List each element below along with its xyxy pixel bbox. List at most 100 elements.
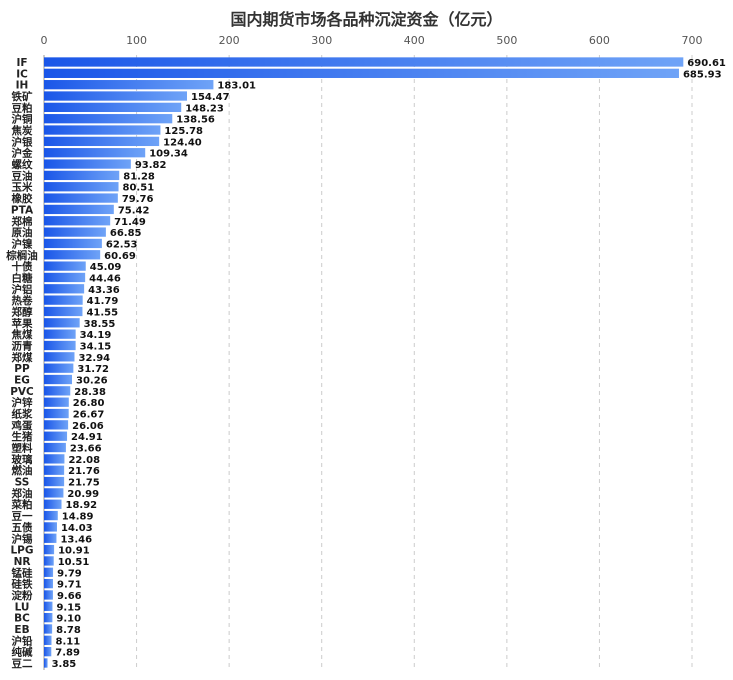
bar bbox=[44, 601, 53, 611]
bar bbox=[44, 590, 53, 600]
value-label: 32.94 bbox=[78, 353, 110, 364]
bar bbox=[44, 544, 55, 555]
bar bbox=[44, 488, 64, 498]
value-label: 30.26 bbox=[76, 376, 108, 387]
bar bbox=[44, 658, 48, 668]
bars bbox=[44, 57, 684, 668]
x-tick-label: 500 bbox=[496, 34, 517, 47]
category-label: 郑棉 bbox=[12, 215, 33, 228]
category-label: 沪铅 bbox=[12, 634, 33, 647]
bar bbox=[44, 159, 131, 169]
x-tick-label: 700 bbox=[682, 34, 703, 47]
bar bbox=[44, 578, 53, 589]
value-label: 20.99 bbox=[67, 489, 99, 500]
value-label: 60.69 bbox=[104, 251, 136, 262]
value-label: 14.03 bbox=[61, 523, 93, 534]
category-label: 豆粕 bbox=[12, 101, 33, 114]
bar bbox=[44, 567, 54, 577]
value-label: 9.66 bbox=[57, 591, 82, 602]
bar bbox=[44, 397, 69, 407]
category-label: IF bbox=[16, 57, 27, 69]
bar bbox=[44, 442, 66, 453]
category-label: 五债 bbox=[12, 521, 33, 534]
bar bbox=[44, 306, 83, 317]
category-label: 焦煤 bbox=[11, 328, 33, 341]
chart-title: 国内期货市场各品种沉淀资金（亿元） bbox=[230, 10, 503, 29]
bar bbox=[44, 57, 684, 67]
bar bbox=[44, 533, 57, 543]
value-label: 109.34 bbox=[149, 149, 188, 160]
category-label: 沪银 bbox=[12, 135, 33, 148]
category-label: 纯碱 bbox=[12, 646, 33, 659]
category-label: PVC bbox=[10, 386, 34, 398]
value-label: 26.67 bbox=[73, 410, 105, 421]
bar bbox=[44, 454, 65, 464]
x-tick-label: 0 bbox=[41, 34, 48, 47]
bar bbox=[44, 624, 53, 634]
value-label: 125.78 bbox=[164, 126, 203, 137]
bar bbox=[44, 420, 69, 430]
value-label: 26.80 bbox=[73, 398, 105, 409]
category-label: 铁矿 bbox=[12, 90, 33, 103]
value-label: 28.38 bbox=[74, 387, 106, 398]
value-label: 31.72 bbox=[77, 364, 109, 375]
category-label: 沥青 bbox=[12, 339, 33, 352]
value-label: 21.75 bbox=[68, 478, 100, 489]
bar bbox=[44, 91, 187, 101]
value-label: 10.91 bbox=[58, 546, 90, 557]
value-label: 34.15 bbox=[80, 341, 112, 352]
bar bbox=[44, 284, 85, 294]
category-label: 淀粉 bbox=[12, 589, 33, 602]
value-label: 9.79 bbox=[57, 568, 82, 579]
value-label: 79.76 bbox=[122, 194, 154, 205]
bar bbox=[44, 68, 679, 78]
x-tick-label: 100 bbox=[126, 34, 147, 47]
category-label: 纸浆 bbox=[12, 408, 33, 421]
value-label: 7.89 bbox=[55, 648, 80, 659]
category-label: 螺纹 bbox=[12, 158, 33, 171]
bar bbox=[44, 80, 214, 90]
value-label: 183.01 bbox=[217, 81, 256, 92]
bar bbox=[44, 216, 111, 226]
value-label: 138.56 bbox=[176, 115, 215, 126]
category-label: 苹果 bbox=[12, 317, 33, 330]
category-label: 原油 bbox=[12, 226, 33, 239]
value-label: 154.47 bbox=[191, 92, 230, 103]
value-label: 41.79 bbox=[87, 296, 119, 307]
category-label: 焦炭 bbox=[11, 124, 33, 137]
category-label: LPG bbox=[10, 545, 33, 557]
category-label: 郑醇 bbox=[12, 305, 33, 318]
value-label: 22.08 bbox=[68, 455, 100, 466]
bar bbox=[44, 476, 65, 487]
value-label: 9.71 bbox=[57, 580, 82, 591]
bar bbox=[44, 272, 86, 283]
bar bbox=[44, 522, 57, 532]
category-label: 沪铜 bbox=[12, 113, 33, 126]
category-label: 豆油 bbox=[12, 169, 33, 182]
category-label: 热卷 bbox=[12, 294, 33, 307]
value-label: 80.51 bbox=[123, 183, 155, 194]
category-label: EG bbox=[14, 375, 30, 387]
category-label: EB bbox=[14, 624, 29, 636]
value-label: 71.49 bbox=[114, 217, 146, 228]
x-tick-label: 300 bbox=[311, 34, 332, 47]
category-label: 玻璃 bbox=[12, 453, 33, 466]
category-label: 锰硅 bbox=[12, 566, 33, 579]
value-label: 45.09 bbox=[90, 262, 122, 273]
bar bbox=[44, 386, 71, 396]
category-label: NR bbox=[14, 556, 31, 568]
category-label: 郑煤 bbox=[12, 351, 33, 364]
value-label: 21.76 bbox=[68, 466, 100, 477]
value-label: 8.78 bbox=[56, 625, 81, 636]
bar bbox=[44, 647, 52, 657]
category-label: 白糖 bbox=[12, 271, 33, 284]
category-label: LU bbox=[15, 601, 30, 613]
bar bbox=[44, 510, 58, 521]
grid-lines bbox=[43, 55, 693, 670]
category-label: 十债 bbox=[12, 260, 33, 273]
value-label: 43.36 bbox=[88, 285, 120, 296]
value-label: 26.06 bbox=[72, 421, 104, 432]
value-label: 9.10 bbox=[56, 614, 81, 625]
category-label: 沪铝 bbox=[12, 283, 33, 296]
